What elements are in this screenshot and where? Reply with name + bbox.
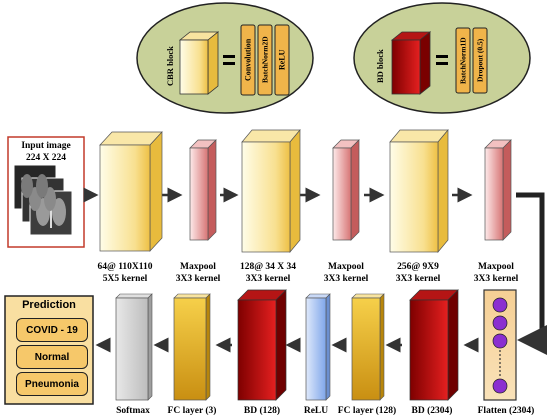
bd-part-dropout: Dropout (0.5)	[475, 38, 485, 83]
pool1-label-line2: 3X3 kernel	[175, 274, 221, 284]
fc3-cube	[173, 293, 211, 401]
cbr-part-box-batchnorm2d	[257, 24, 273, 96]
pool3-label-line2: 3X3 kernel	[473, 274, 519, 284]
xray-image-stack	[13, 164, 73, 236]
prediction-class-covid: COVID - 19	[16, 318, 88, 342]
conv1-label-line2: 5X5 kernel	[102, 274, 148, 284]
pool1-label-line1: Maxpool	[180, 262, 216, 272]
bd128-cube	[237, 289, 287, 401]
conv3-cube	[389, 129, 449, 253]
pool2-label-line1: Maxpool	[328, 262, 364, 272]
prediction-title: Prediction	[22, 299, 76, 311]
cbr-part-convolution: Convolution	[243, 38, 253, 82]
pool3-cube	[484, 139, 512, 241]
flatten-box	[483, 289, 517, 401]
input-image-size: 224 X 224	[25, 153, 67, 163]
cbr-part-relu: ReLU	[277, 49, 287, 71]
bd-part-box-batchnorm1d	[455, 27, 471, 94]
bd-block-label: BD block	[375, 49, 385, 83]
relu-label: ReLU	[303, 406, 329, 416]
bd-part-box-dropout	[472, 27, 488, 94]
cbr-block-label: CBR block	[165, 46, 175, 86]
cbr-equals-sign	[223, 55, 235, 65]
connector-row1-to-row2	[516, 192, 547, 355]
conv3-label-line2: 3X3 kernel	[395, 274, 441, 284]
softmax-label: Softmax	[116, 406, 150, 416]
cbr-legend-cube	[178, 31, 220, 95]
cbr-part-box-relu	[274, 24, 290, 96]
bd2304-cube	[409, 289, 459, 401]
prediction-class-normal: Normal	[16, 345, 88, 369]
conv2-label-line1: 128@ 34 X 34	[239, 262, 297, 272]
fc128-cube	[351, 293, 385, 401]
pool2-label-line2: 3X3 kernel	[323, 274, 369, 284]
cbr-part-batchnorm2d: BatchNorm2D	[260, 36, 270, 84]
bd2304-label: BD (2304)	[411, 406, 453, 416]
conv1-cube	[99, 131, 163, 252]
conv2-cube	[241, 129, 301, 253]
cbr-part-box-convolution	[240, 24, 256, 96]
pool2-cube	[332, 139, 360, 241]
pool3-label-line1: Maxpool	[478, 262, 514, 272]
conv2-label-line2: 3X3 kernel	[245, 274, 291, 284]
bd-legend-cube	[390, 31, 432, 95]
softmax-cube	[115, 293, 153, 401]
pool1-cube	[189, 139, 217, 241]
conv3-label-line1: 256@ 9X9	[397, 262, 439, 272]
prediction-panel: Prediction COVID - 19 Normal Pneumonia	[5, 296, 93, 404]
bd-equals-sign	[436, 55, 448, 65]
relu-cube	[305, 293, 331, 401]
input-image-title: Input image	[21, 141, 71, 151]
bd128-label: BD (128)	[243, 406, 281, 416]
bd-part-batchnorm1d: BatchNorm1D	[458, 37, 468, 84]
fc128-label: FC layer (128)	[337, 406, 397, 416]
fc3-label: FC layer (3)	[167, 406, 217, 416]
flatten-label: Flatten (2304)	[477, 406, 535, 416]
conv1-label-line1: 64@ 110X110	[97, 262, 153, 272]
prediction-class-pneumonia: Pneumonia	[16, 372, 88, 396]
